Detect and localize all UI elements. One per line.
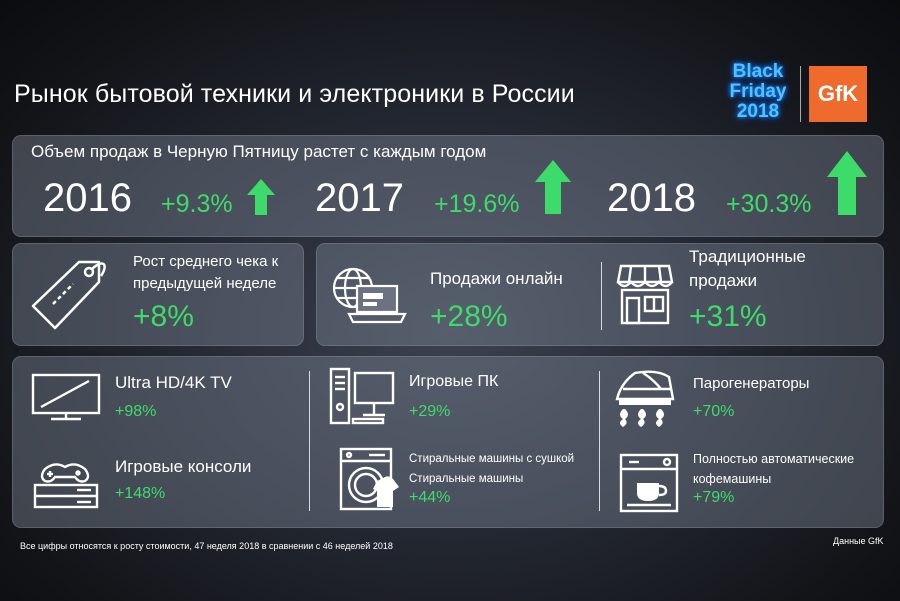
avg-check-label: Рост среднего чека к предыдущей неделе [133, 251, 278, 295]
up-arrow-icon [535, 160, 571, 214]
avg-check-label-line1: Рост среднего чека к [133, 253, 279, 270]
coffee-machine-icon [619, 453, 679, 513]
gaming-pc-label: Игровые ПК [409, 373, 499, 390]
pct-2017: +19.6% [434, 190, 520, 218]
pct-2018: +30.3% [726, 190, 812, 218]
gaming-pc-icon [329, 367, 395, 425]
category-divider [599, 371, 600, 511]
black-friday-logo: Black Friday 2018 [722, 62, 794, 122]
average-check-panel: Рост среднего чека к предыдущей неделе +… [12, 243, 304, 346]
up-arrow-icon [247, 179, 275, 215]
steam-iron-icon [615, 370, 675, 427]
footnote: Все цифры относятся к росту стоимости, 4… [20, 541, 393, 551]
offline-sales-value: +31% [689, 300, 767, 333]
tv-label: Ultra HD/4K TV [115, 373, 232, 392]
consoles-value: +148% [115, 485, 166, 502]
coffee-label: Полностью автоматические кофемашины [693, 449, 854, 489]
online-sales-value: +28% [430, 300, 508, 333]
coffee-label-line1: Полностью автоматические [693, 452, 855, 466]
online-laptop-icon [332, 267, 407, 324]
pct-2016: +9.3% [161, 190, 233, 218]
source-note: Данные GfK [833, 536, 884, 546]
categories-panel: Ultra HD/4K TV +98% Игровые консоли +148… [12, 356, 884, 528]
washers-label-line2: Стиральные машины [409, 473, 524, 485]
gfk-logo: GfK [809, 66, 867, 122]
washers-label: Стиральные машины с сушкой Стиральные ма… [409, 449, 574, 489]
page-title: Рынок бытовой техники и электроники в Ро… [14, 80, 575, 108]
year-2017: 2017 [315, 176, 404, 220]
sales-channels-panel: Продажи онлайн +28% Традиционные продажи… [316, 243, 884, 346]
logo-divider [800, 66, 801, 122]
washers-label-line1: Стиральные машины с сушкой [409, 453, 575, 465]
coffee-label-line2: кофемашины [693, 472, 772, 486]
washing-machine-icon [339, 447, 399, 511]
online-sales-label: Продажи онлайн [430, 269, 563, 288]
offline-label-line2: продажи [689, 271, 757, 290]
channel-divider [601, 262, 602, 330]
growth-heading: Объем продаж в Черную Пятницу растет с к… [31, 142, 487, 161]
tv-icon [31, 373, 101, 421]
price-tag-icon [31, 260, 106, 330]
year-2016: 2016 [43, 176, 132, 220]
steam-label: Парогенераторы [693, 375, 810, 392]
bf-logo-line1: Black [732, 61, 784, 82]
yearly-growth-panel: Объем продаж в Черную Пятницу растет с к… [12, 135, 884, 237]
gaming-pc-value: +29% [409, 403, 451, 420]
steam-value: +70% [693, 403, 735, 420]
avg-check-label-line2: предыдущей неделе [133, 275, 277, 292]
store-icon [616, 264, 674, 325]
offline-sales-label: Традиционные продажи [689, 245, 806, 293]
bf-logo-line2: Friday [729, 81, 787, 102]
coffee-value: +79% [693, 489, 735, 506]
washers-value: +44% [409, 489, 451, 506]
year-2018: 2018 [607, 176, 696, 220]
up-arrow-icon [827, 151, 867, 215]
avg-check-value: +8% [133, 300, 194, 333]
bf-logo-line3: 2018 [736, 101, 780, 122]
game-console-icon [33, 463, 99, 509]
category-divider [309, 371, 310, 511]
offline-label-line1: Традиционные [689, 247, 806, 266]
tv-value: +98% [115, 403, 157, 420]
consoles-label: Игровые консоли [115, 457, 252, 476]
